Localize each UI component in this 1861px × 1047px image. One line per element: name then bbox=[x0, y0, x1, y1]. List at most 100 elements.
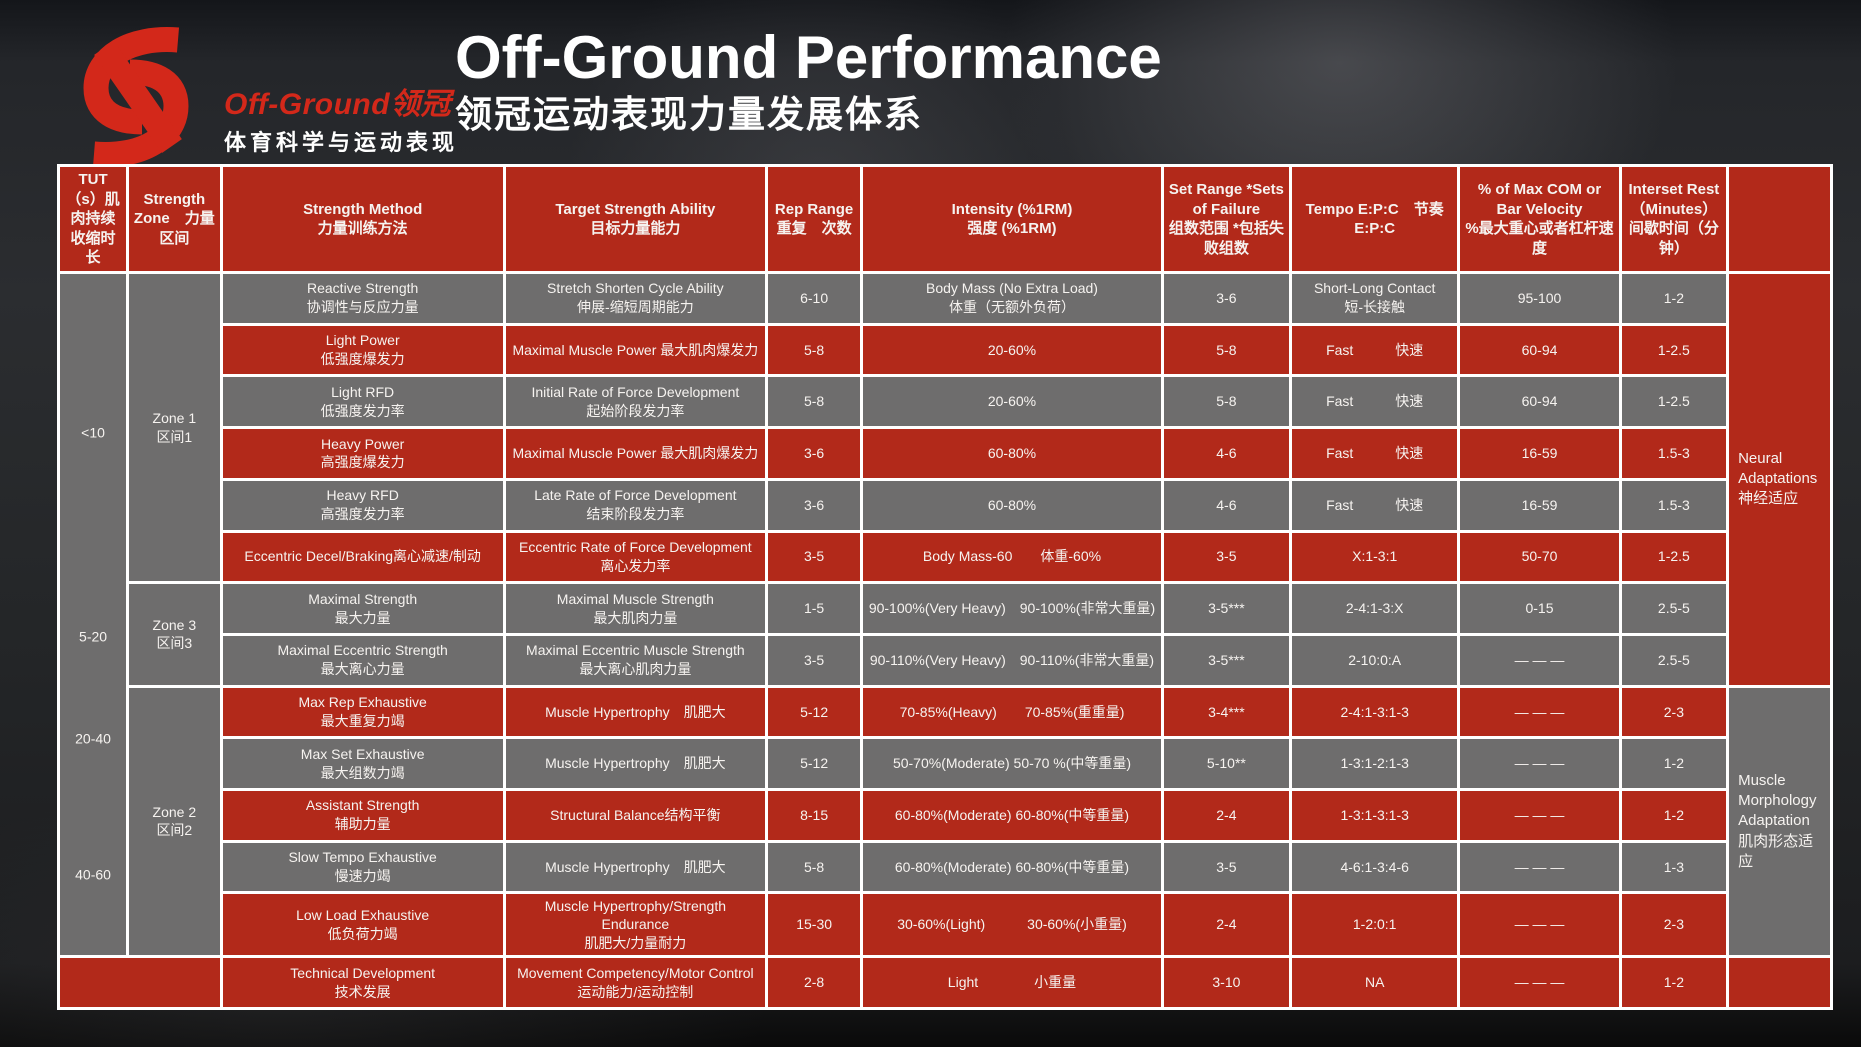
table-cell: Short-Long Contact 短-长接触 bbox=[1292, 274, 1458, 323]
table-cell: Maximal Muscle Power 最大肌肉爆发力 bbox=[505, 325, 765, 375]
table-cell: 5-8 bbox=[1163, 377, 1290, 427]
header-cell: % of Max COM or Bar Velocity %最大重心或者杠杆速度 bbox=[1460, 167, 1619, 271]
table-cell: 1-2.5 bbox=[1621, 325, 1727, 375]
table-cell: 4-6:1-3:4-6 bbox=[1292, 842, 1458, 892]
table-cell: 3-10 bbox=[1163, 958, 1290, 1007]
table-cell: 3-5 bbox=[1163, 842, 1290, 892]
table-cell: 3-5*** bbox=[1163, 635, 1290, 685]
table-cell: Movement Competency/Motor Control 运动能力/运… bbox=[505, 958, 765, 1007]
table-cell: 60-80% bbox=[863, 429, 1161, 478]
table-cell: 60-94 bbox=[1460, 325, 1619, 375]
table-cell: 3-6 bbox=[1163, 274, 1290, 323]
table-cell: 3-5 bbox=[1163, 532, 1290, 582]
table-cell: 1-3:1-2:1-3 bbox=[1292, 739, 1458, 789]
table-cell: 2.5-5 bbox=[1621, 584, 1727, 633]
table-cell: NA bbox=[1292, 958, 1458, 1007]
table-cell: Assistant Strength 辅助力量 bbox=[222, 791, 503, 840]
table-cell: 1-2 bbox=[1621, 791, 1727, 840]
table-cell: 5-8 bbox=[768, 842, 861, 892]
table-cell: 1.5-3 bbox=[1621, 480, 1727, 530]
table-cell: — — — bbox=[1460, 687, 1619, 737]
table-cell: Stretch Shorten Cycle Ability 伸展-缩短周期能力 bbox=[505, 274, 765, 323]
tut-column-cell: <10 5-20 20-40 40-60 bbox=[60, 274, 127, 956]
table-cell: 5-8 bbox=[768, 377, 861, 427]
table-cell: Muscle Hypertrophy 肌肥大 bbox=[505, 842, 765, 892]
table-cell: 50-70 bbox=[1460, 532, 1619, 582]
table-cell: 20-60% bbox=[863, 325, 1161, 375]
table-cell: 20-60% bbox=[863, 377, 1161, 427]
table-cell: — — — bbox=[1460, 842, 1619, 892]
table-cell: — — — bbox=[1460, 894, 1619, 956]
table-cell: Light RFD 低强度发力率 bbox=[222, 377, 503, 427]
table-cell: Maximal Muscle Strength 最大肌肉力量 bbox=[505, 584, 765, 633]
table-cell: Eccentric Decel/Braking离心减速/制动 bbox=[222, 532, 503, 582]
table-cell: 3-4*** bbox=[1163, 687, 1290, 737]
table-cell: Muscle Hypertrophy 肌肥大 bbox=[505, 739, 765, 789]
brand-text: Off-Ground领冠 体育科学与运动表现 bbox=[224, 79, 458, 157]
adaptation-cell: Neural Adaptations 神经适应 bbox=[1729, 274, 1830, 685]
table-cell: Reactive Strength 协调性与反应力量 bbox=[222, 274, 503, 323]
table-cell: Initial Rate of Force Development 起始阶段发力… bbox=[505, 377, 765, 427]
page-header: Off-Ground Performance 领冠运动表现力量发展体系 bbox=[455, 26, 1162, 136]
table-cell: Heavy Power 高强度爆发力 bbox=[222, 429, 503, 478]
tut-label: <10 bbox=[81, 424, 105, 441]
table-cell: Muscle Hypertrophy 肌肥大 bbox=[505, 687, 765, 737]
header-cell: Interset Rest （Minutes） 间歇时间（分钟） bbox=[1621, 167, 1727, 271]
table-cell: — — — bbox=[1460, 635, 1619, 685]
zone-cell: Zone 1 区间1 bbox=[129, 274, 220, 582]
header-cell: TUT（s）肌肉持续收缩时长 bbox=[60, 167, 127, 271]
table-cell: Fast 快速 bbox=[1292, 377, 1458, 427]
table-cell: Low Load Exhaustive 低负荷力竭 bbox=[222, 894, 503, 956]
table-cell: 5-12 bbox=[768, 739, 861, 789]
table-cell: 15-30 bbox=[768, 894, 861, 956]
table-cell: Fast 快速 bbox=[1292, 325, 1458, 375]
table-cell: 5-10** bbox=[1163, 739, 1290, 789]
adaptation-cell bbox=[1729, 958, 1830, 1007]
strength-system-table: TUT（s）肌肉持续收缩时长 Strength Zone 力量区间 Strength… bbox=[57, 164, 1833, 1010]
table-cell: Structural Balance结构平衡 bbox=[505, 791, 765, 840]
table-cell: 1-3 bbox=[1621, 842, 1727, 892]
table-cell: 1-2.5 bbox=[1621, 532, 1727, 582]
table-cell: 2-10:0:A bbox=[1292, 635, 1458, 685]
table-cell: — — — bbox=[1460, 958, 1619, 1007]
table-cell: 5-8 bbox=[768, 325, 861, 375]
table-cell: 1-2:0:1 bbox=[1292, 894, 1458, 956]
table-cell: 90-110%(Very Heavy) 90-110%(非常大重量) bbox=[863, 635, 1161, 685]
header-cell: Intensity (%1RM) 强度 (%1RM) bbox=[863, 167, 1161, 271]
table-cell: 4-6 bbox=[1163, 429, 1290, 478]
zone-cell: Zone 3 区间3 bbox=[129, 584, 220, 685]
table-cell: 2-4 bbox=[1163, 894, 1290, 956]
table-cell: — — — bbox=[1460, 739, 1619, 789]
page-title: Off-Ground Performance bbox=[455, 24, 1162, 91]
table-cell: 60-80% bbox=[863, 480, 1161, 530]
table-cell: X:1-3:1 bbox=[1292, 532, 1458, 582]
table-cell: Slow Tempo Exhaustive 慢速力竭 bbox=[222, 842, 503, 892]
header-cell bbox=[1729, 167, 1830, 271]
table-cell: 5-8 bbox=[1163, 325, 1290, 375]
brand-logo-icon bbox=[83, 27, 189, 167]
table-cell: 2-4 bbox=[1163, 791, 1290, 840]
table-cell: 3-6 bbox=[768, 429, 861, 478]
table-cell: Fast 快速 bbox=[1292, 429, 1458, 478]
zone-cell: Zone 2 区间2 bbox=[129, 687, 220, 956]
table-cell: Fast 快速 bbox=[1292, 480, 1458, 530]
header-cell: Rep Range 重复 次数 bbox=[768, 167, 861, 271]
table-cell: 50-70%(Moderate) 50-70 %(中等重量) bbox=[863, 739, 1161, 789]
bottom-merged-cell bbox=[60, 958, 220, 1007]
table-cell: Light Power 低强度爆发力 bbox=[222, 325, 503, 375]
table-cell: 3-5 bbox=[768, 532, 861, 582]
table-cell: 60-80%(Moderate) 60-80%(中等重量) bbox=[863, 842, 1161, 892]
table-cell: 2-8 bbox=[768, 958, 861, 1007]
table-cell: Late Rate of Force Development 结束阶段发力率 bbox=[505, 480, 765, 530]
table-cell: 2-3 bbox=[1621, 894, 1727, 956]
table-cell: 6-10 bbox=[768, 274, 861, 323]
table-cell: 0-15 bbox=[1460, 584, 1619, 633]
table-cell: 4-6 bbox=[1163, 480, 1290, 530]
table-cell: 3-5*** bbox=[1163, 584, 1290, 633]
table-cell: Maximal Muscle Power 最大肌肉爆发力 bbox=[505, 429, 765, 478]
header-cell: Strength Method 力量训练方法 bbox=[222, 167, 503, 271]
tut-label: 20-40 bbox=[75, 730, 111, 747]
table-cell: Max Set Exhaustive 最大组数力竭 bbox=[222, 739, 503, 789]
table-cell: Max Rep Exhaustive 最大重复力竭 bbox=[222, 687, 503, 737]
